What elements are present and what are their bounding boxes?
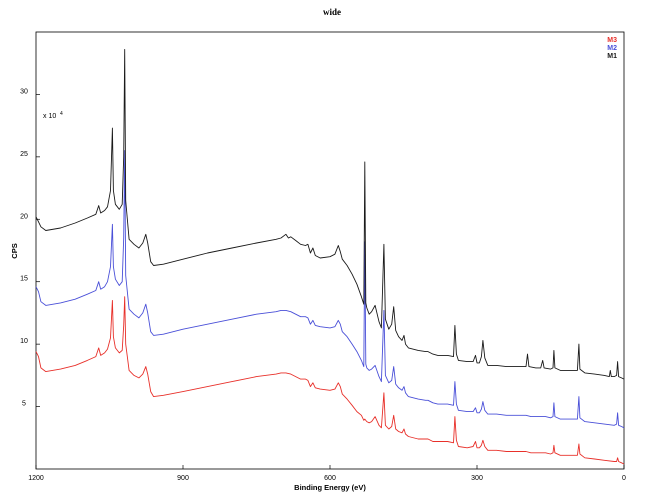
- x-tick-label: 0: [622, 475, 626, 482]
- y-tick-label: 15: [20, 276, 28, 283]
- y-multiplier-label: x 10 4: [43, 111, 63, 120]
- x-axis-label: Binding Energy (eV): [294, 483, 366, 492]
- y-axis-ticks: 5 10 15 20 25 30: [20, 88, 40, 408]
- y-tick-label: 10: [20, 338, 28, 345]
- y-multiplier-text: x 10: [43, 113, 56, 120]
- series-line-m1: [35, 49, 625, 380]
- series-layer: [35, 49, 625, 465]
- legend-entry-m1: M1: [607, 53, 617, 60]
- series-line-m3: [35, 296, 625, 465]
- x-tick-label: 1200: [28, 475, 44, 482]
- chart-title: wide: [323, 7, 341, 17]
- x-axis-ticks: 1200 900 600 300 0: [28, 465, 626, 482]
- x-tick-label: 600: [324, 475, 336, 482]
- y-tick-label: 25: [20, 151, 28, 158]
- x-tick-label: 300: [471, 475, 483, 482]
- x-tick-label: 900: [177, 475, 189, 482]
- y-tick-label: 30: [20, 88, 28, 95]
- y-tick-label: 20: [20, 213, 28, 220]
- legend-entry-m2: M2: [607, 45, 617, 52]
- series-line-m2: [35, 150, 625, 429]
- y-tick-label: 5: [22, 401, 26, 408]
- y-axis-label: CPS: [10, 243, 19, 258]
- legend-entry-m3: M3: [607, 37, 617, 44]
- y-multiplier-exponent: 4: [60, 111, 63, 117]
